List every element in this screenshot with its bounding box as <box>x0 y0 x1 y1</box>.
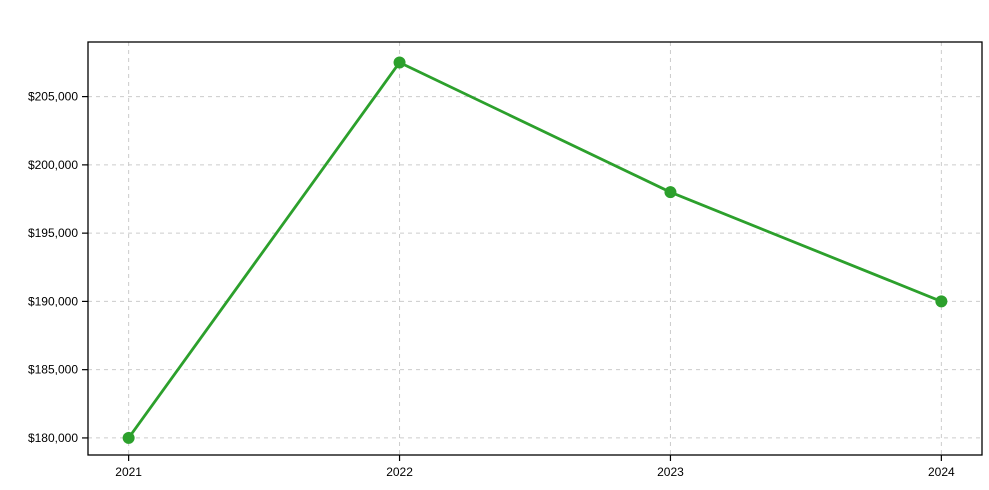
x-tick-label: 2023 <box>657 465 684 479</box>
y-tick-label: $195,000 <box>28 226 78 240</box>
y-tick-label: $185,000 <box>28 363 78 377</box>
y-tick-label: $190,000 <box>28 294 78 308</box>
y-tick-label: $180,000 <box>28 431 78 445</box>
data-point <box>664 186 677 199</box>
data-line <box>127 61 943 440</box>
data-point <box>393 56 406 69</box>
data-point <box>935 295 948 308</box>
plot-border <box>87 41 983 456</box>
x-tick-label: 2021 <box>115 465 142 479</box>
x-tick-label: 2024 <box>928 465 955 479</box>
data-point <box>122 431 135 444</box>
x-tick-label: 2022 <box>386 465 413 479</box>
y-tick-label: $200,000 <box>28 158 78 172</box>
y-tick-label: $205,000 <box>28 90 78 104</box>
